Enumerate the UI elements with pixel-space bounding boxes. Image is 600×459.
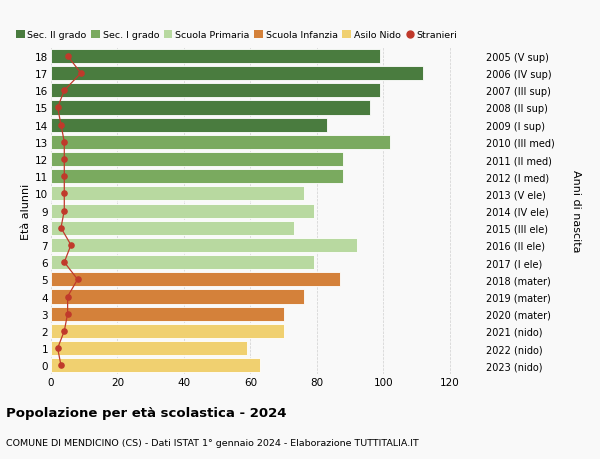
Text: Popolazione per età scolastica - 2024: Popolazione per età scolastica - 2024: [6, 406, 287, 419]
Point: [53, 105, 62, 112]
Point: [56, 224, 66, 232]
Bar: [51, 290, 304, 304]
Point: [59, 173, 69, 180]
Point: [53, 345, 62, 352]
Bar: [51, 135, 390, 150]
Point: [59, 156, 69, 163]
Legend: Sec. II grado, Sec. I grado, Scuola Primaria, Scuola Infanzia, Asilo Nido, Stran: Sec. II grado, Sec. I grado, Scuola Prim…: [16, 31, 457, 40]
Point: [59, 207, 69, 215]
Bar: [51, 358, 260, 373]
Bar: [51, 341, 247, 355]
Bar: [51, 84, 380, 98]
Point: [63, 293, 73, 301]
Bar: [51, 67, 423, 81]
Point: [59, 190, 69, 198]
Point: [73, 276, 82, 283]
Bar: [51, 101, 370, 115]
Point: [59, 87, 69, 95]
Point: [56, 122, 66, 129]
Bar: [51, 307, 284, 321]
Bar: [51, 204, 314, 218]
Bar: [51, 238, 357, 252]
Point: [66, 242, 76, 249]
Point: [59, 328, 69, 335]
Point: [56, 362, 66, 369]
Bar: [51, 324, 284, 338]
Point: [76, 70, 86, 78]
Bar: [51, 187, 304, 201]
Bar: [51, 50, 380, 64]
Bar: [51, 153, 343, 167]
Point: [59, 259, 69, 266]
Bar: [51, 170, 343, 184]
Bar: [51, 256, 314, 269]
Text: COMUNE DI MENDICINO (CS) - Dati ISTAT 1° gennaio 2024 - Elaborazione TUTTITALIA.: COMUNE DI MENDICINO (CS) - Dati ISTAT 1°…: [6, 438, 419, 448]
Point: [63, 53, 73, 61]
Bar: [51, 118, 327, 132]
Point: [59, 139, 69, 146]
Bar: [51, 221, 293, 235]
Y-axis label: Età alunni: Età alunni: [21, 183, 31, 239]
Y-axis label: Anni di nascita: Anni di nascita: [571, 170, 581, 252]
Point: [63, 310, 73, 318]
Bar: [51, 273, 340, 287]
